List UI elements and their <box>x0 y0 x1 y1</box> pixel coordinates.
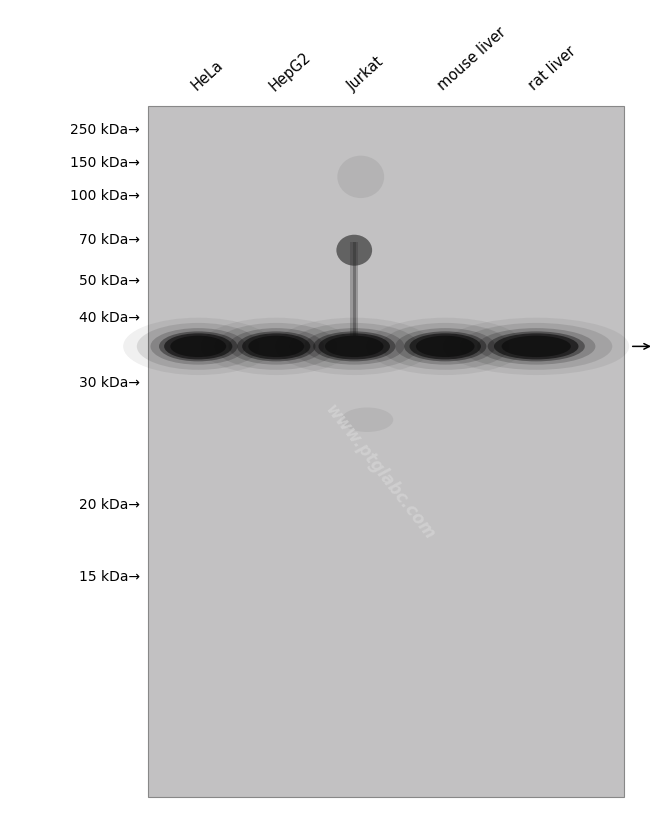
Ellipse shape <box>248 336 304 357</box>
Ellipse shape <box>242 333 311 359</box>
Ellipse shape <box>313 332 395 361</box>
Text: HeLa: HeLa <box>188 58 226 94</box>
Ellipse shape <box>304 328 404 364</box>
Text: 250 kDa→: 250 kDa→ <box>70 123 140 138</box>
Ellipse shape <box>164 333 233 359</box>
Ellipse shape <box>477 328 595 364</box>
Text: HepG2: HepG2 <box>266 49 313 94</box>
Ellipse shape <box>494 333 578 359</box>
Ellipse shape <box>488 332 585 361</box>
Text: 15 kDa→: 15 kDa→ <box>79 570 140 584</box>
Ellipse shape <box>276 318 433 375</box>
Ellipse shape <box>404 332 486 361</box>
Ellipse shape <box>136 323 260 370</box>
Ellipse shape <box>381 323 510 370</box>
Ellipse shape <box>416 336 474 357</box>
Text: Jurkat: Jurkat <box>344 54 386 94</box>
Ellipse shape <box>124 318 273 375</box>
Text: 20 kDa→: 20 kDa→ <box>79 498 140 513</box>
Ellipse shape <box>443 318 629 375</box>
Ellipse shape <box>290 323 419 370</box>
Text: 70 kDa→: 70 kDa→ <box>79 233 140 248</box>
Ellipse shape <box>229 328 324 364</box>
FancyBboxPatch shape <box>353 242 356 336</box>
Ellipse shape <box>502 336 571 357</box>
Text: rat liver: rat liver <box>526 44 579 94</box>
Ellipse shape <box>325 336 384 357</box>
Text: www.ptglabc.com: www.ptglabc.com <box>322 401 439 544</box>
Ellipse shape <box>159 332 237 361</box>
Ellipse shape <box>337 235 372 266</box>
Ellipse shape <box>318 333 390 359</box>
Text: 150 kDa→: 150 kDa→ <box>70 156 140 170</box>
Bar <box>148 106 624 797</box>
Ellipse shape <box>214 323 338 370</box>
Ellipse shape <box>410 333 481 359</box>
Ellipse shape <box>367 318 524 375</box>
Text: 30 kDa→: 30 kDa→ <box>79 376 140 390</box>
Ellipse shape <box>337 156 384 198</box>
Ellipse shape <box>150 328 246 364</box>
Text: 40 kDa→: 40 kDa→ <box>79 311 140 325</box>
Ellipse shape <box>460 323 612 370</box>
Ellipse shape <box>395 328 495 364</box>
Text: mouse liver: mouse liver <box>436 25 509 94</box>
FancyBboxPatch shape <box>350 242 358 336</box>
Ellipse shape <box>202 318 351 375</box>
Ellipse shape <box>341 408 393 432</box>
Ellipse shape <box>170 336 226 357</box>
Text: 100 kDa→: 100 kDa→ <box>70 188 140 203</box>
Text: 50 kDa→: 50 kDa→ <box>79 274 140 289</box>
Ellipse shape <box>237 332 315 361</box>
